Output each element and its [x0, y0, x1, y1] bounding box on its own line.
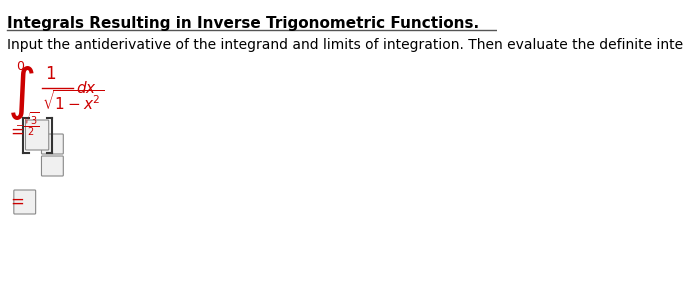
Text: $dx$: $dx$	[76, 80, 96, 96]
FancyBboxPatch shape	[14, 190, 36, 214]
Text: $\int$: $\int$	[8, 64, 35, 122]
FancyBboxPatch shape	[42, 134, 64, 154]
Text: $\sqrt{1-x^2}$: $\sqrt{1-x^2}$	[42, 89, 104, 113]
FancyBboxPatch shape	[42, 156, 64, 176]
FancyBboxPatch shape	[25, 120, 48, 150]
Text: $-\dfrac{\sqrt{3}}{2}$: $-\dfrac{\sqrt{3}}{2}$	[14, 110, 40, 138]
Text: $1$: $1$	[45, 66, 56, 83]
Text: $0$: $0$	[16, 60, 25, 73]
Text: $=$: $=$	[8, 193, 25, 209]
Text: Integrals Resulting in Inverse Trigonometric Functions.: Integrals Resulting in Inverse Trigonome…	[8, 16, 479, 31]
Text: $=$: $=$	[8, 123, 25, 139]
Text: Input the antiderivative of the integrand and limits of integration. Then evalua: Input the antiderivative of the integran…	[8, 38, 683, 52]
